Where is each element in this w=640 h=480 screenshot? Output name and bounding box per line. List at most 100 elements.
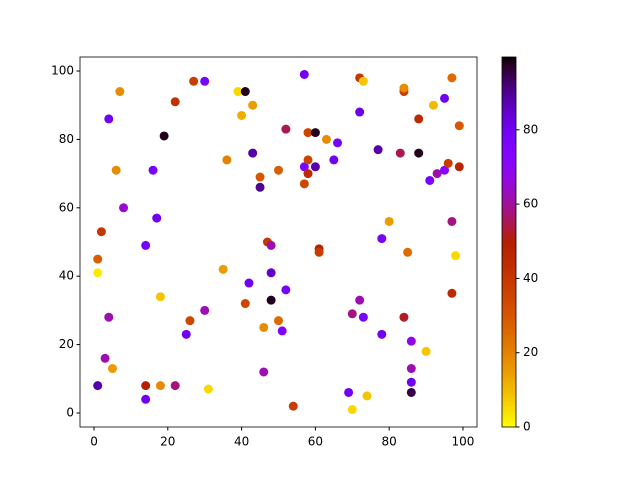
point	[310, 128, 320, 138]
point	[248, 100, 258, 110]
colorbar	[502, 57, 516, 427]
point	[200, 76, 210, 86]
colorbar-tick-label: 0	[523, 420, 531, 434]
point	[355, 295, 365, 305]
y-tick-label: 80	[59, 132, 74, 146]
point	[170, 97, 180, 107]
point	[111, 165, 121, 175]
point	[447, 216, 457, 226]
point	[119, 203, 129, 213]
plot-frame	[79, 56, 478, 428]
point	[141, 240, 151, 250]
x-tick-label: 60	[308, 435, 323, 449]
point	[141, 381, 151, 391]
y-tick-label: 40	[59, 269, 74, 283]
point	[155, 381, 165, 391]
point	[281, 285, 291, 295]
point	[203, 384, 213, 394]
point	[454, 121, 464, 131]
x-tick-label: 100	[452, 435, 475, 449]
point	[159, 131, 169, 141]
point	[255, 182, 265, 192]
point	[299, 162, 309, 172]
point	[141, 394, 151, 404]
point	[299, 179, 309, 189]
point	[358, 312, 368, 322]
point	[244, 278, 254, 288]
point	[240, 299, 250, 309]
point	[303, 128, 313, 138]
point	[347, 405, 357, 415]
point	[451, 251, 461, 261]
point	[406, 377, 416, 387]
point	[200, 305, 210, 315]
point	[259, 322, 269, 332]
point	[170, 381, 180, 391]
point	[240, 87, 250, 97]
colorbar-tick-label: 20	[523, 345, 538, 359]
point	[255, 172, 265, 182]
point	[266, 268, 276, 278]
point	[237, 110, 247, 120]
point	[321, 134, 331, 144]
point	[406, 364, 416, 374]
point	[384, 216, 394, 226]
point	[185, 316, 195, 326]
point	[310, 162, 320, 172]
point	[403, 247, 413, 257]
point	[428, 100, 438, 110]
point	[344, 387, 354, 397]
point	[399, 83, 409, 93]
point	[358, 76, 368, 86]
point	[288, 401, 298, 411]
point	[277, 326, 287, 336]
y-tick-label: 0	[66, 405, 74, 419]
point	[333, 138, 343, 148]
point	[347, 309, 357, 319]
point	[259, 367, 269, 377]
point	[107, 364, 117, 374]
point	[440, 165, 450, 175]
point	[93, 254, 103, 264]
point	[274, 165, 283, 175]
point	[222, 155, 232, 165]
colorbar-tick-label: 60	[523, 197, 538, 211]
point	[104, 312, 114, 322]
x-tick-label: 40	[234, 435, 249, 449]
point	[115, 87, 125, 97]
point	[93, 268, 103, 278]
point	[189, 76, 199, 86]
x-tick-label: 20	[160, 435, 175, 449]
point	[233, 87, 243, 97]
point	[266, 295, 276, 305]
point	[152, 213, 162, 223]
point	[414, 114, 424, 124]
point	[447, 288, 457, 298]
x-tick-label: 80	[382, 435, 397, 449]
point	[299, 69, 309, 79]
point	[266, 240, 276, 250]
point	[432, 169, 442, 179]
point	[303, 155, 313, 165]
colorbar-tick-label: 80	[523, 122, 538, 136]
x-tick-label: 0	[90, 435, 98, 449]
point	[355, 107, 365, 117]
point	[362, 391, 372, 401]
point	[454, 162, 464, 172]
point	[377, 329, 387, 339]
point	[155, 292, 165, 302]
point	[373, 145, 383, 155]
point	[281, 124, 291, 134]
point	[447, 73, 457, 83]
point	[399, 312, 409, 322]
point	[314, 247, 324, 257]
point	[93, 381, 103, 391]
point	[148, 165, 158, 175]
point	[218, 264, 228, 274]
point	[395, 148, 405, 158]
point	[425, 175, 435, 185]
y-tick-label: 20	[59, 337, 74, 351]
point	[248, 148, 258, 158]
y-tick-label: 60	[59, 200, 74, 214]
